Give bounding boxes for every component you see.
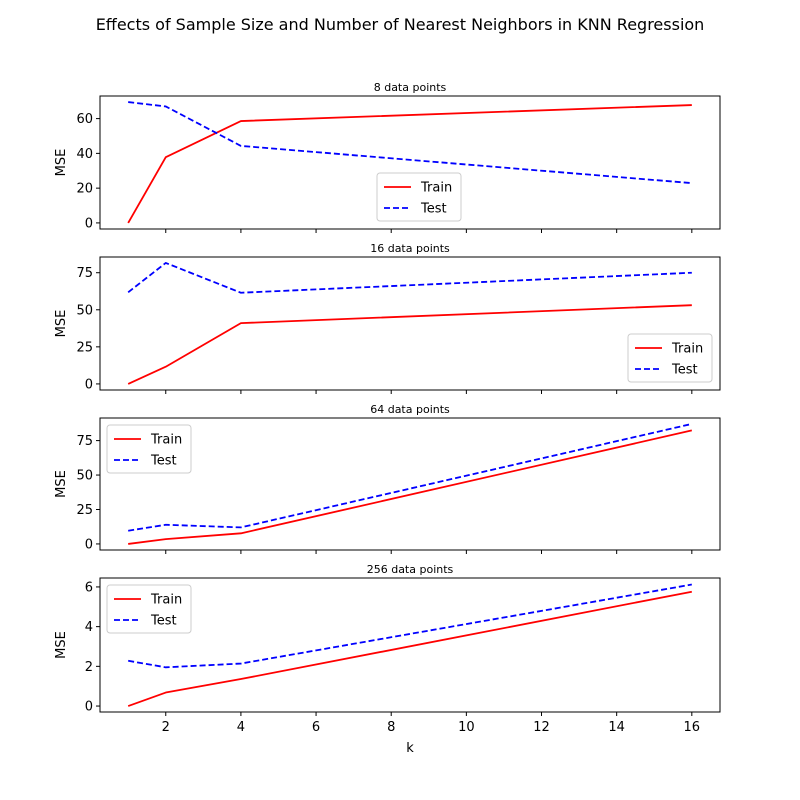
y-axis-label: MSE — [54, 631, 69, 659]
x-tick-label: 2 — [162, 720, 170, 735]
legend-label-test: Test — [671, 363, 698, 378]
x-tick-label: 16 — [684, 720, 701, 735]
series-line-test — [128, 101, 692, 184]
y-tick-label: 0 — [85, 700, 93, 715]
y-tick-label: 25 — [76, 503, 93, 518]
y-tick-label: 60 — [76, 112, 93, 127]
subplot-3: 64 data points 0 25 50 75 MSE Train Test — [54, 403, 721, 554]
x-tick-label: 4 — [237, 720, 245, 735]
series-line-test — [128, 583, 692, 669]
y-tick-label: 4 — [85, 620, 93, 635]
series-line-train — [127, 304, 692, 385]
y-tick-label: 25 — [76, 340, 93, 355]
axes-frame — [99, 417, 721, 551]
x-axis-label: k — [406, 741, 414, 756]
figure-suptitle: Effects of Sample Size and Number of Nea… — [96, 15, 705, 34]
series-line-test — [128, 423, 693, 532]
y-tick-label: 6 — [85, 580, 93, 595]
legend-label-train: Train — [150, 433, 182, 448]
legend: Train Test — [627, 333, 713, 383]
legend-box — [627, 333, 713, 383]
legend-box — [106, 584, 192, 634]
x-tick-label: 12 — [533, 720, 550, 735]
subplot-title: 8 data points — [374, 81, 447, 94]
y-axis-label: MSE — [54, 470, 69, 498]
y-tick-label: 2 — [85, 660, 93, 675]
y-tick-label: 0 — [85, 377, 93, 392]
subplot-1: 8 data points 0 20 40 60 MSE Train Test — [54, 81, 721, 233]
legend: Train Test — [376, 172, 462, 222]
y-tick-label: 40 — [76, 147, 93, 162]
legend-box — [376, 172, 462, 222]
legend: Train Test — [106, 424, 192, 474]
y-tick-label: 75 — [76, 434, 93, 449]
y-axis-label: MSE — [54, 310, 69, 338]
y-tick-label: 0 — [85, 216, 93, 231]
series-line-train — [127, 104, 692, 224]
series-line-train — [128, 429, 693, 545]
x-tick-label: 10 — [458, 720, 475, 735]
legend-box — [106, 424, 192, 474]
x-tick-label: 8 — [387, 720, 395, 735]
series-line-test — [127, 262, 692, 294]
y-tick-label: 50 — [76, 469, 93, 484]
axes-frame — [99, 95, 721, 230]
series-line-train — [127, 590, 692, 707]
x-tick-label: 6 — [312, 720, 320, 735]
y-tick-label: 0 — [85, 537, 93, 552]
legend-label-test: Test — [150, 454, 177, 469]
subplot-2: 16 data points 0 25 50 75 MSE Train Test — [54, 242, 721, 394]
y-tick-label: 75 — [76, 266, 93, 281]
subplot-title: 16 data points — [370, 242, 450, 255]
subplot-title: 256 data points — [367, 563, 454, 576]
legend-label-test: Test — [150, 614, 177, 629]
x-tick-label: 14 — [608, 720, 625, 735]
legend-label-train: Train — [150, 593, 182, 608]
legend-label-test: Test — [420, 202, 447, 217]
subplot-title: 64 data points — [370, 403, 450, 416]
y-tick-label: 20 — [76, 182, 93, 197]
legend: Train Test — [106, 584, 192, 634]
legend-label-train: Train — [420, 181, 452, 196]
axes-frame — [99, 256, 721, 391]
legend-label-train: Train — [671, 342, 703, 357]
axes-frame — [99, 577, 721, 713]
y-axis-label: MSE — [54, 149, 69, 177]
y-tick-label: 50 — [76, 303, 93, 318]
